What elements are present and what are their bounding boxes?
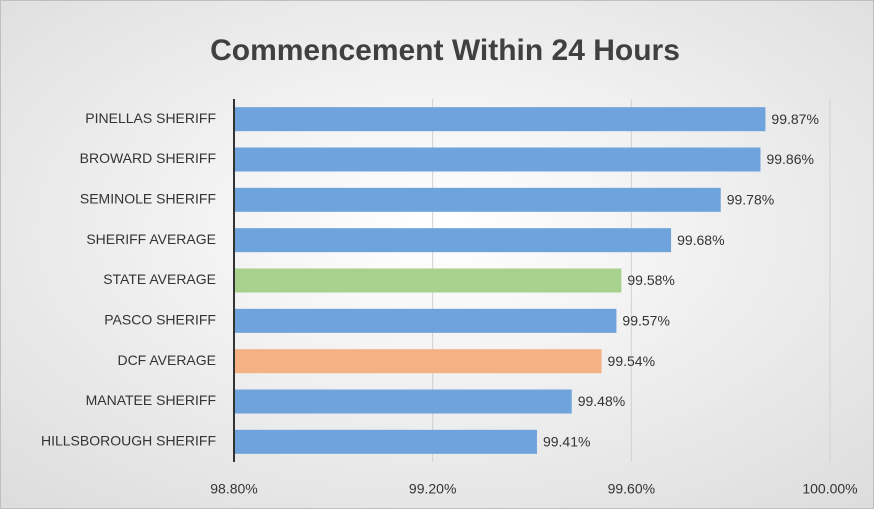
x-tick-label: 99.20% bbox=[409, 481, 456, 497]
value-label: 99.78% bbox=[727, 192, 774, 208]
value-label: 99.48% bbox=[578, 393, 625, 409]
value-label: 99.68% bbox=[677, 232, 724, 248]
y-tick-label: MANATEE SHERIFF bbox=[86, 392, 216, 408]
y-tick-label: PINELLAS SHERIFF bbox=[85, 110, 216, 126]
bar bbox=[234, 349, 602, 374]
bar bbox=[234, 147, 761, 172]
x-tick-label: 99.60% bbox=[608, 481, 655, 497]
x-tick-label: 100.00% bbox=[802, 481, 857, 497]
value-label: 99.54% bbox=[608, 353, 655, 369]
chart-title: Commencement Within 24 Hours bbox=[210, 34, 680, 67]
value-label: 99.58% bbox=[627, 272, 674, 288]
y-tick-label: HILLSBOROUGH SHERIFF bbox=[41, 433, 216, 449]
bar bbox=[234, 308, 617, 333]
bar bbox=[234, 228, 672, 253]
y-tick-label: SEMINOLE SHERIFF bbox=[80, 191, 216, 207]
bar bbox=[234, 268, 622, 293]
bar bbox=[234, 429, 537, 454]
bar bbox=[234, 187, 721, 212]
value-label: 99.86% bbox=[766, 151, 813, 167]
bar bbox=[234, 107, 766, 132]
y-tick-label: BROWARD SHERIFF bbox=[80, 150, 216, 166]
y-tick-label: STATE AVERAGE bbox=[103, 271, 216, 287]
y-tick-label: SHERIFF AVERAGE bbox=[86, 231, 216, 247]
value-label: 99.57% bbox=[622, 313, 669, 329]
y-tick-label: PASCO SHERIFF bbox=[104, 312, 216, 328]
x-tick-label: 98.80% bbox=[210, 481, 257, 497]
bar bbox=[234, 389, 572, 414]
value-label: 99.87% bbox=[771, 111, 818, 127]
value-label: 99.41% bbox=[543, 434, 590, 450]
y-tick-label: DCF AVERAGE bbox=[117, 352, 216, 368]
